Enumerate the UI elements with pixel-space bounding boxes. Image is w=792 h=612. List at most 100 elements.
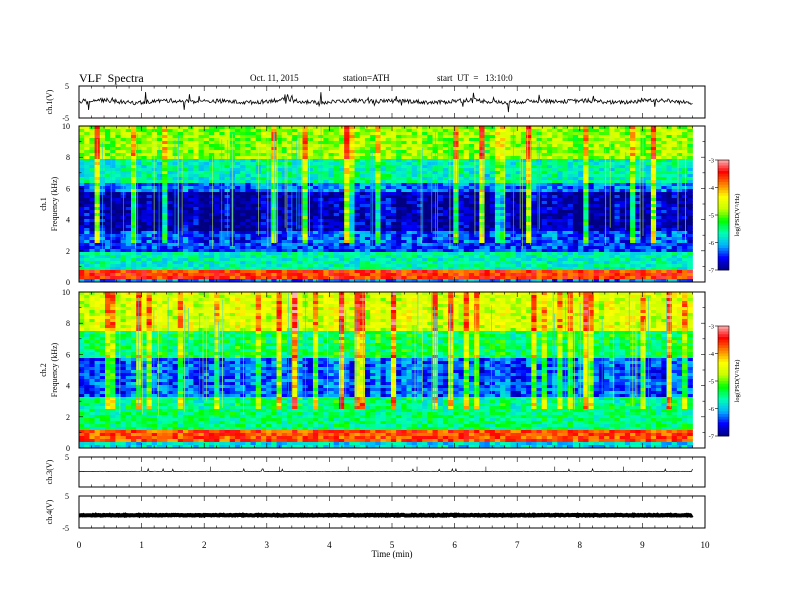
heatmap-cell xyxy=(286,222,293,226)
heatmap-cell xyxy=(614,147,621,151)
heatmap-cell xyxy=(333,162,340,166)
heatmap-cell xyxy=(115,225,121,229)
heatmap-cell xyxy=(214,159,220,163)
heatmap-cell xyxy=(598,135,605,139)
heatmap-cell xyxy=(94,237,101,241)
heatmap-cell xyxy=(385,201,392,205)
heatmap-cell xyxy=(84,210,90,214)
heatmap-cell xyxy=(219,177,225,181)
heatmap-cell xyxy=(401,216,407,220)
heatmap-cell xyxy=(266,228,272,232)
heatmap-cell xyxy=(125,240,132,244)
heatmap-cell xyxy=(572,186,579,190)
heatmap-cell xyxy=(224,192,231,196)
heatmap-cell xyxy=(557,198,563,202)
heatmap-cell xyxy=(557,144,563,148)
heatmap-cell xyxy=(406,180,413,184)
heatmap-cell xyxy=(328,228,335,232)
heatmap-cell xyxy=(458,234,465,238)
heatmap-cell xyxy=(578,231,584,235)
heatmap-cell xyxy=(84,234,90,238)
heatmap-cell xyxy=(474,141,480,145)
heatmap-cell xyxy=(411,213,418,217)
heatmap-cell xyxy=(349,177,355,181)
heatmap-cell xyxy=(229,126,236,130)
heatmap-cell xyxy=(89,129,95,133)
heatmap-cell xyxy=(557,138,563,142)
heatmap-cell xyxy=(552,153,558,157)
heatmap-cell xyxy=(448,129,454,133)
heatmap-cell xyxy=(406,162,413,166)
heatmap-cell xyxy=(312,207,319,211)
heatmap-cell xyxy=(250,165,257,169)
heatmap-cell xyxy=(656,150,662,154)
heatmap-cell xyxy=(240,159,246,163)
heatmap-cell xyxy=(396,216,402,220)
heatmap-cell xyxy=(380,168,387,172)
heatmap-cell xyxy=(79,237,85,241)
heatmap-cell xyxy=(619,141,626,145)
heatmap-cell xyxy=(234,153,241,157)
heatmap-cell xyxy=(323,132,329,136)
heatmap-cell xyxy=(167,216,173,220)
heatmap-cell xyxy=(578,147,584,151)
heatmap-cell xyxy=(203,159,210,163)
heatmap-cell xyxy=(375,129,381,133)
heatmap-cell xyxy=(442,231,449,235)
heatmap-cell xyxy=(344,222,350,226)
heatmap-cell xyxy=(546,129,553,133)
heatmap-cell xyxy=(240,207,246,211)
heatmap-cell xyxy=(463,192,470,196)
heatmap-cell xyxy=(203,126,210,130)
heatmap-cell xyxy=(276,222,283,226)
heatmap-cell xyxy=(281,222,288,226)
heatmap-cell xyxy=(442,204,449,208)
heatmap-cell xyxy=(390,231,397,235)
heatmap-cell xyxy=(344,219,350,223)
heatmap-cell xyxy=(624,144,631,148)
heatmap-cell xyxy=(645,174,652,178)
heatmap-cell xyxy=(224,210,231,214)
heatmap-cell xyxy=(349,186,355,190)
heatmap-cell xyxy=(474,174,480,178)
heatmap-cell xyxy=(682,195,688,199)
heatmap-cell xyxy=(588,159,595,163)
heatmap-cell xyxy=(463,207,470,211)
heatmap-cell xyxy=(208,126,215,130)
heatmap-cell xyxy=(349,204,355,208)
heatmap-cell xyxy=(437,168,444,172)
heatmap-cell xyxy=(156,192,163,196)
heatmap-cell xyxy=(276,207,283,211)
heatmap-cell xyxy=(203,165,210,169)
heatmap-cell xyxy=(266,210,272,214)
heatmap-cell xyxy=(676,210,683,214)
heatmap-cell xyxy=(312,225,319,229)
heatmap-cell xyxy=(390,246,397,250)
heatmap-cell xyxy=(531,147,537,151)
heatmap-cell xyxy=(448,222,454,226)
heatmap-cell xyxy=(520,189,527,193)
heatmap-cell xyxy=(172,150,179,154)
heatmap-cell xyxy=(380,138,387,142)
heatmap-cell xyxy=(656,216,662,220)
heatmap-cell xyxy=(333,138,340,142)
heatmap-cell xyxy=(359,156,366,160)
heatmap-cell xyxy=(328,186,335,190)
heatmap-cell xyxy=(619,234,626,238)
heatmap-cell xyxy=(255,243,262,247)
heatmap-cell xyxy=(276,183,283,187)
heatmap-cell xyxy=(484,246,491,250)
heatmap-cell xyxy=(682,132,688,136)
heatmap-cell xyxy=(650,189,657,193)
heatmap-cell xyxy=(120,237,127,241)
heatmap-cell xyxy=(297,237,303,241)
heatmap-cell xyxy=(286,234,293,238)
heatmap-cell xyxy=(323,129,329,133)
heatmap-cell xyxy=(84,225,90,229)
heatmap-cell xyxy=(370,246,376,250)
heatmap-cell xyxy=(208,144,215,148)
heatmap-cell xyxy=(687,249,693,253)
heatmap-cell xyxy=(323,237,329,241)
heatmap-cell xyxy=(494,126,501,130)
heatmap-cell xyxy=(588,222,595,226)
